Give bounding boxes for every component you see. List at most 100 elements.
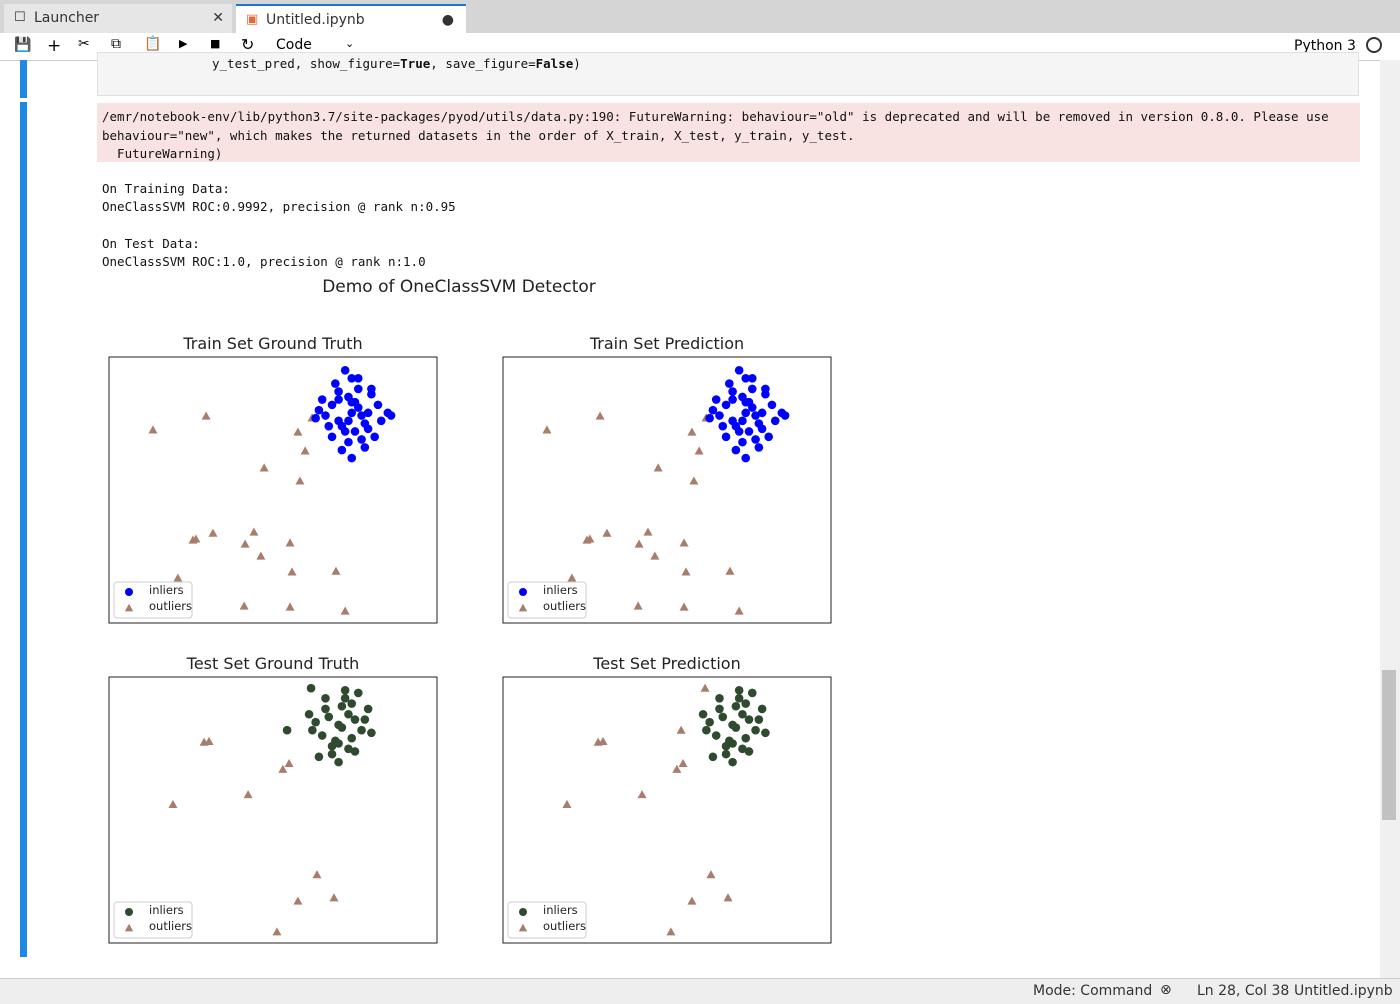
outlier-point [300,446,310,455]
status-icon: ⊗ [1160,982,1172,998]
inlier-point [370,432,379,442]
figure-title: Demo of OneClassSVM Detector [322,277,596,297]
figure: Demo of OneClassSVM Detector Train Set G… [108,277,832,944]
tab-bar: Launcher ☐ ✕ Untitled.ipynb ▣ ● [0,0,1400,34]
file-name: Untitled.ipynb [1294,983,1393,999]
restart-button[interactable]: ↻ [241,35,255,54]
cell-type[interactable]: Code [276,37,312,53]
tab-label: Launcher [34,10,100,26]
inlier-point [702,725,711,735]
paste-button[interactable]: 📋 [144,36,162,52]
legend-box [507,901,587,939]
inlier-point [738,437,747,447]
inlier-point [373,400,383,410]
outlier-point [595,411,605,420]
outlier-point [562,799,572,809]
cut-button[interactable]: ✂ [78,36,90,52]
inlier-point [353,384,363,394]
tab[interactable]: Untitled.ipynb ▣ ● [236,4,466,33]
inlier-point [705,717,714,727]
tab-icon: ☐ [14,10,26,25]
inlier-point [764,432,773,442]
outlier-point [329,893,339,902]
inlier-point [357,411,366,420]
inlier-point [350,747,360,756]
inlier-point [340,686,350,695]
inlier-point [353,373,363,383]
code-cell[interactable]: y_test_pred, show_figure=True, save_figu… [97,52,1359,96]
inlier-point [347,373,357,383]
inlier-point [334,757,343,767]
inlier-point [711,731,721,740]
tab-close[interactable]: ✕ [212,10,224,26]
subplot-title: Train Set Prediction [589,334,744,353]
outlier-point [706,870,716,879]
add-button[interactable]: + [47,36,62,56]
legend-label: outliers [149,919,192,933]
kernel-status [1366,37,1382,53]
inlier-point [780,411,790,420]
inlier-point [728,757,737,767]
inlier-point [741,733,751,743]
inlier-point [344,437,353,447]
stderr-output: /emr/notebook-env/lib/python3.7/site-pac… [97,103,1360,162]
inlier-point [721,749,731,759]
inlier-point [347,408,357,418]
legend-marker [125,908,133,916]
legend-label: inliers [543,903,578,917]
outlier-point [188,535,198,544]
inlier-point [731,701,741,711]
inlier-point [738,744,747,754]
inlier-point [734,693,744,703]
outlier-point [689,476,699,485]
outlier-point [340,606,350,615]
inlier-point [363,704,373,714]
dropdown-arrow[interactable]: ⌄ [345,37,355,50]
inlier-point [738,416,747,426]
outlier-point [259,463,269,472]
outlier-point [239,601,249,610]
inlier-point [321,693,330,703]
legend-marker [518,923,528,932]
legend-label: inliers [543,583,578,597]
tab[interactable]: Launcher ☐ ✕ [4,4,232,33]
inlier-point [751,411,760,420]
inlier-point [376,416,386,426]
outlier-point [676,725,686,734]
inlier-point [718,421,728,431]
run-button[interactable]: ▶ [179,37,188,50]
inlier-point [337,701,347,711]
cell-indicator [20,60,27,98]
code: y_test_pred, show_figure= [212,56,401,71]
legend-marker [124,923,134,932]
inlier-point [744,427,754,436]
inlier-point [334,387,343,396]
legend-label: outliers [543,919,586,933]
inlier-point [734,686,744,695]
outlier-point [567,573,577,582]
legend-box [113,901,193,939]
save-button[interactable]: 💾 [14,37,32,53]
scroll-thumb[interactable] [1382,670,1396,820]
stop-button[interactable]: ■ [210,37,221,50]
tab-dirty[interactable]: ● [441,12,454,28]
inlier-point [363,424,373,434]
subplot-title: Test Set Ground Truth [186,654,359,673]
outlier-point [678,758,688,768]
output-line: On Training Data: [102,181,230,196]
inlier-point [741,408,751,418]
inlier-point [344,416,353,426]
legend-box [507,581,587,619]
outlier-point [331,566,341,575]
kernel-name[interactable]: Python 3 [1294,38,1356,54]
copy-button[interactable]: ⧉ [111,36,121,52]
scrollbar[interactable] [1380,60,1400,978]
code: , save_figure= [430,56,536,71]
outlier-point [285,538,295,547]
outlier-point [256,551,266,560]
outlier-point [672,764,682,773]
inlier-point [350,715,360,724]
outlier-point [734,606,744,615]
legend-box [113,581,193,619]
outlier-point [666,927,676,936]
